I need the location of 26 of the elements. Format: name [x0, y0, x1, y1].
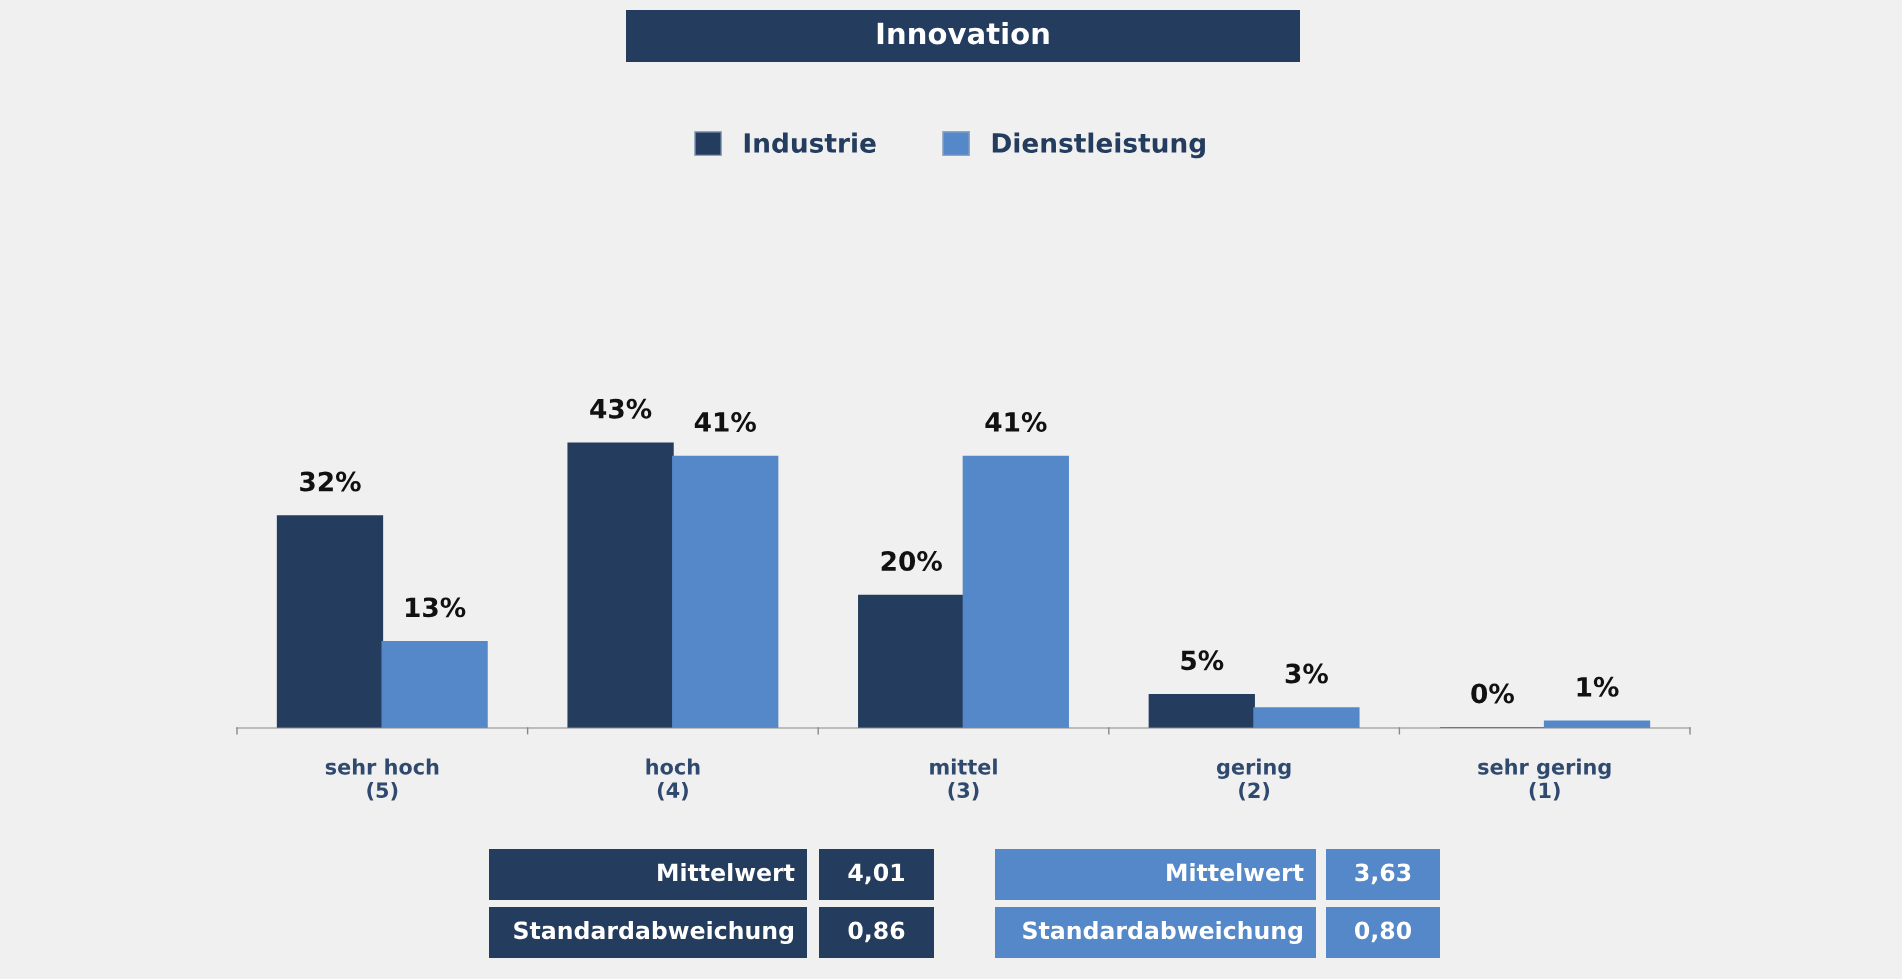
data-label: 41% — [985, 412, 1047, 432]
legend-label: Industrie — [744, 132, 876, 153]
data-label: 41% — [694, 412, 756, 432]
data-label: 5% — [1181, 650, 1224, 671]
text: 0,86 — [848, 921, 905, 943]
text: Mittelwert — [1167, 863, 1304, 882]
text: Mittelwert — [658, 863, 795, 882]
data-label: 3% — [1285, 663, 1328, 684]
data-label: 32% — [300, 471, 361, 492]
data-label: 13% — [406, 597, 466, 618]
x-tick-label: sehr hoch (5) — [325, 758, 439, 801]
x-tick-label: hoch (4) — [646, 758, 700, 801]
data-label: 1% — [1577, 676, 1619, 697]
data-label: 0% — [1471, 683, 1514, 704]
text: 0,80 — [1355, 921, 1411, 943]
text: Standardabweichung — [1023, 920, 1303, 945]
legend-label: Dienstleistung — [992, 132, 1205, 159]
x-tick-label: sehr gering (1) — [1478, 758, 1611, 801]
text: Standardabweichung — [514, 920, 794, 945]
x-tick-label: mittel (3) — [930, 758, 997, 801]
x-tick-label: gering (2) — [1216, 758, 1291, 801]
data-label: 20% — [881, 551, 942, 572]
data-label: 43% — [590, 398, 652, 419]
text: 4,01 — [848, 863, 905, 885]
chart-title: Innovation — [877, 21, 1049, 45]
text: 3,63 — [1355, 863, 1411, 885]
